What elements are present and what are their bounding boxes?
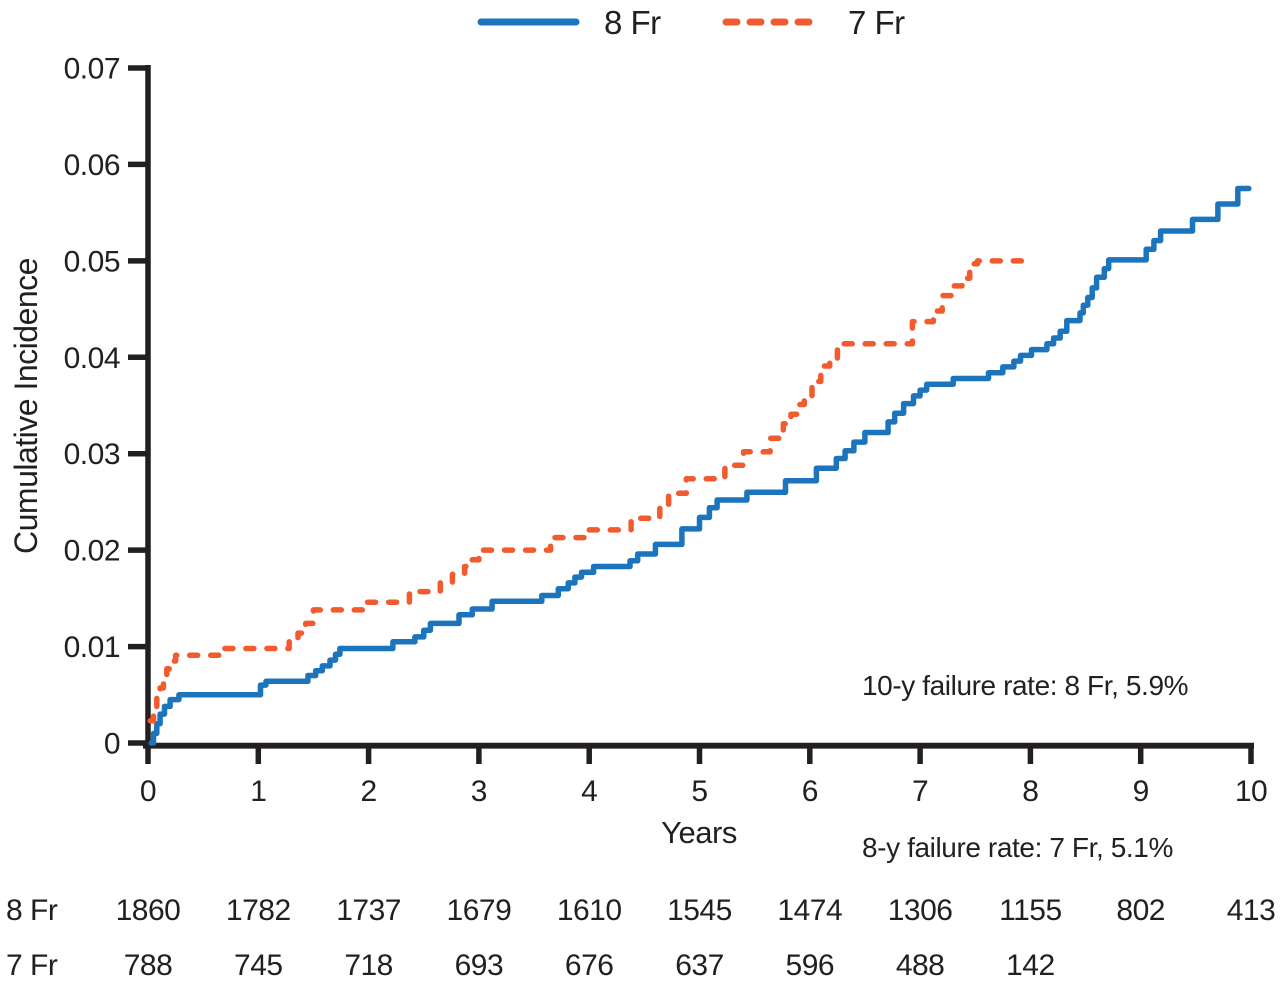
x-tick-label: 9 [1133,775,1149,808]
x-tick-label: 0 [140,775,156,808]
y-tick-label: 0.01 [64,631,120,664]
risk-count: 413 [1226,894,1276,927]
risk-count: 788 [123,949,173,982]
x-tick-label: 4 [581,775,597,808]
risk-count: 1155 [999,894,1062,927]
x-tick-label: 10 [1235,775,1267,808]
annotation-line-1: 10-y failure rate: 8 Fr, 5.9% [862,670,1189,701]
y-tick-label: 0 [104,728,120,761]
y-tick-label: 0.05 [64,245,120,278]
x-tick-label: 3 [471,775,487,808]
plot-area: 0 0.01 0.02 0.03 0.04 0.05 0.06 0.07 0 1 2 3 4 5 6 7 8 9 1… [64,18,1268,808]
risk-count: 596 [785,949,835,982]
legend-label-8fr: 8 Fr [604,4,661,41]
risk-count: 802 [1116,894,1165,927]
x-tick-label: 8 [1022,775,1038,808]
x-axis-title: Years [661,815,737,850]
risk-count: 1545 [667,894,732,927]
p-value-text: = .2925 [880,994,980,996]
y-tick-label: 0.04 [64,342,120,375]
y-tick-label: 0.03 [64,438,120,471]
series-7-fr [147,258,1035,724]
risk-count: 637 [675,949,724,982]
risk-count: 1474 [777,894,843,927]
x-tick-label: 1 [250,775,266,808]
series-8-fr [148,185,1252,746]
risk-count: 488 [895,949,945,982]
risk-row-label-8-fr: 8 Fr [6,894,58,927]
y-tick-label: 0.06 [64,149,120,182]
annotation-p-value: P = .2925 [862,983,1188,996]
risk-count: 1610 [556,894,622,927]
risk-count: 1306 [887,894,953,927]
risk-count: 1737 [336,894,401,927]
y-tick-label: 0.07 [64,53,120,86]
p-symbol: P [862,994,881,996]
x-tick-label: 5 [691,775,707,808]
risk-count: 1679 [446,894,512,927]
annotation-block: 10-y failure rate: 8 Fr, 5.9% 8-y failur… [862,551,1189,996]
x-tick-label: 2 [361,775,377,808]
risk-count: 693 [454,949,504,982]
x-tick-label: 7 [912,775,928,808]
y-tick-label: 0.02 [64,535,120,568]
risk-count: 1860 [115,894,181,927]
risk-count: 142 [1006,949,1055,982]
legend-label-7fr: 7 Fr [848,4,905,41]
y-axis-title: Cumulative Incidence [8,258,44,554]
risk-count: 718 [344,949,393,982]
risk-count: 745 [234,949,283,982]
risk-count: 1782 [225,894,291,927]
annotation-line-2: 8-y failure rate: 7 Fr, 5.1% [862,832,1173,863]
risk-row-label-7-fr: 7 Fr [6,949,58,982]
risk-count: 676 [564,949,614,982]
x-tick-label: 6 [802,775,818,808]
